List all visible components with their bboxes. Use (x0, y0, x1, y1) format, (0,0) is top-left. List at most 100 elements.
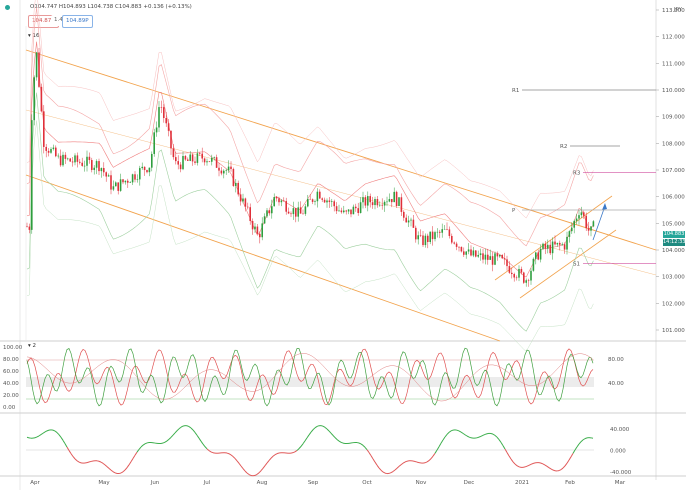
osc-left-tick: 0.00 (3, 405, 16, 411)
time-tick: Feb (565, 480, 575, 486)
candle-body (304, 206, 307, 214)
macd-segment (456, 429, 460, 432)
candle-body (436, 231, 439, 233)
candle-body (280, 200, 283, 203)
macd-segment (26, 436, 30, 439)
candle-body (139, 168, 141, 180)
candle-body (448, 229, 451, 236)
macd-segment (226, 452, 230, 455)
candle-body (357, 208, 359, 213)
osc-left-tick: 60.00 (3, 369, 19, 375)
macd-segment (170, 434, 174, 438)
candle-body (136, 179, 139, 180)
time-tick: Apr (30, 480, 40, 486)
candle-body (381, 204, 383, 206)
candle-body (417, 235, 419, 240)
candle-body (367, 196, 369, 206)
macd-segment (110, 469, 114, 473)
candle-body (297, 207, 299, 217)
macd-segment (550, 468, 554, 471)
candle-body (244, 198, 247, 207)
candle-body (383, 201, 386, 206)
price-tick: 103.000 (662, 275, 685, 281)
time-tick: Sep (308, 480, 319, 486)
candle-body (460, 246, 463, 252)
macd-segment (562, 465, 566, 469)
macd-segment (74, 458, 78, 462)
spread-value: 1.4 (51, 15, 66, 26)
price-tick: 107.000 (662, 168, 685, 174)
macd-segment (548, 467, 552, 470)
macd-segment (234, 458, 238, 462)
candle-body (530, 270, 532, 281)
macd-segment (364, 446, 368, 450)
macd-segment (244, 470, 248, 474)
macd-segment (358, 442, 362, 445)
macd-segment (248, 474, 252, 476)
trend-channel (25, 49, 657, 342)
candle-body (299, 207, 302, 214)
main-study-label[interactable]: ▾ 16 (28, 33, 40, 39)
macd-segment (582, 438, 586, 441)
candle-body (443, 229, 446, 230)
candle-body (364, 197, 367, 206)
macd-segment (546, 465, 550, 469)
candle-body (256, 226, 259, 234)
candle-body (511, 272, 513, 275)
macd-segment (492, 433, 496, 436)
candle-body (415, 227, 417, 240)
candle-body (503, 258, 506, 260)
candle-body (494, 253, 496, 265)
candle-body (98, 161, 100, 172)
candle-body (26, 226, 28, 228)
macd-segment (78, 461, 82, 464)
time-axis: Apr May Jun Jul Aug Sep Oct Nov Dec 2021 Feb Mar (30, 480, 626, 486)
candle-body (52, 147, 55, 150)
candle-body (129, 182, 131, 183)
macd-segment (52, 429, 56, 432)
macd-segment (322, 425, 326, 428)
macd-segment (506, 452, 510, 457)
candle-body (323, 199, 326, 203)
candle-body (182, 155, 184, 170)
forecast-arrow (592, 205, 606, 241)
buy-price-button[interactable]: 104.89P (62, 15, 93, 28)
macd-segment (316, 425, 320, 427)
candle-body (206, 161, 208, 163)
macd-segment (268, 457, 272, 461)
candle-body (398, 197, 400, 206)
macd-segment (478, 435, 482, 438)
macd-segment (360, 443, 364, 446)
candle-body (487, 254, 489, 260)
candle-body (410, 219, 412, 221)
oscillator-line (26, 348, 594, 406)
candle-body (403, 211, 405, 218)
candle-body (76, 155, 79, 162)
candle-body (441, 229, 443, 233)
osc-study-label[interactable]: ▾ 2 (28, 343, 37, 349)
macd-segment (174, 430, 178, 434)
candle-body (482, 253, 484, 260)
macd-segment (528, 463, 532, 466)
macd-segment (324, 426, 328, 430)
macd-segment (176, 428, 180, 432)
candle-body (112, 186, 115, 190)
macd-segment (260, 468, 264, 472)
candle-body (153, 132, 155, 154)
channel-bottom (25, 174, 501, 342)
candle-body (31, 120, 33, 230)
macd-segment (564, 462, 568, 467)
candle-body (580, 212, 583, 216)
macd-segment (388, 472, 392, 474)
macd-segment (272, 454, 276, 457)
macd-segment (294, 450, 298, 453)
candle-body (237, 182, 239, 195)
candle-body (513, 274, 515, 278)
candle-body (67, 158, 69, 160)
candle-body (547, 244, 549, 249)
macd-segment (134, 451, 138, 456)
candle-body (201, 153, 203, 159)
macd-segment (206, 448, 210, 451)
candle-body (489, 256, 491, 260)
